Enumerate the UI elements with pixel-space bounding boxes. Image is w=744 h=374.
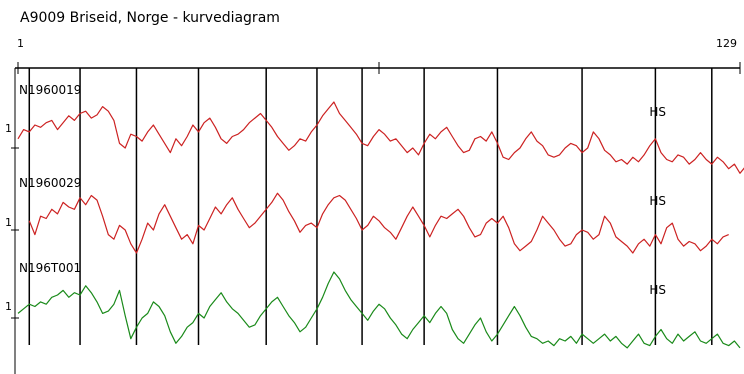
chart-title: A9009 Briseid, Norge - kurvediagram [20,10,280,26]
x-tick-label-end: 129 [716,37,737,50]
marker-lines [28,68,713,345]
x-tick-label-start: 1 [17,37,24,50]
y-axis-label: 1 [5,216,12,229]
axis-ticks [11,62,741,319]
series-lines [17,101,744,349]
series-name-label: N196T001 [19,261,81,275]
hs-label: HS [649,194,666,208]
series-name-label: N1960019 [19,83,81,97]
series-line [28,192,729,254]
series-labels: N1960019 HS 1 N1960029 HS 1 N196T001 HS 1 [5,83,666,313]
y-axis-label: 1 [5,122,12,135]
series-name-label: N1960029 [19,176,81,190]
hs-label: HS [649,105,666,119]
series-line [17,101,744,174]
series-line [17,271,741,349]
hs-label: HS [649,283,666,297]
y-axis-label: 1 [5,300,12,313]
